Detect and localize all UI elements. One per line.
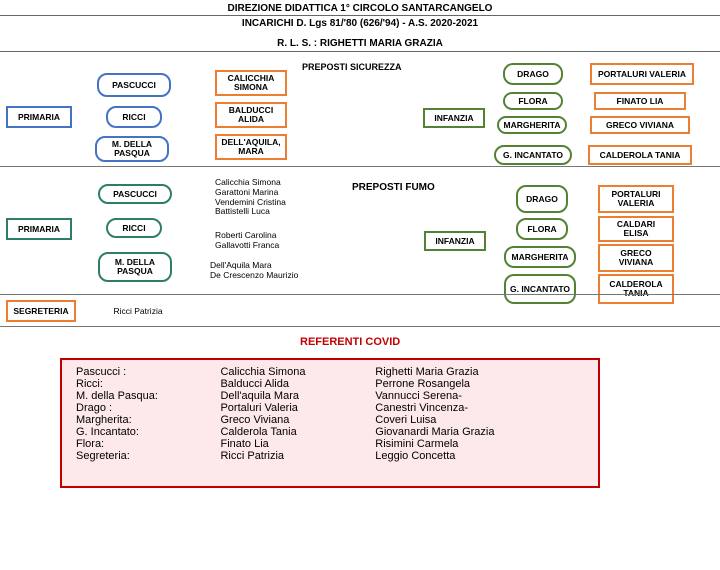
covid-cell: Vannucci Serena- bbox=[371, 390, 588, 402]
node-portaluri-1: PORTALURI VALERIA bbox=[590, 63, 694, 85]
rls-line: R. L. S. : RIGHETTI MARIA GRAZIA bbox=[0, 36, 720, 52]
covid-cell: Drago : bbox=[72, 402, 216, 414]
node-ricci-1: RICCI bbox=[106, 106, 162, 128]
node-mdp-2: M. DELLA PASQUA bbox=[98, 252, 172, 282]
node-flora-1: FLORA bbox=[503, 92, 563, 110]
node-dellaquila: DELL'AQUILA, MARA bbox=[215, 134, 287, 160]
covid-cell: Coveri Luisa bbox=[371, 414, 588, 426]
covid-cell: M. della Pasqua: bbox=[72, 390, 216, 402]
node-margherita-1: MARGHERITA bbox=[497, 116, 567, 134]
node-primaria-2: PRIMARIA bbox=[6, 218, 72, 240]
node-margherita-2: MARGHERITA bbox=[504, 246, 576, 268]
node-pascucci-2: PASCUCCI bbox=[98, 184, 172, 204]
covid-cell: Finato Lia bbox=[216, 438, 371, 450]
covid-cell: Flora: bbox=[72, 438, 216, 450]
covid-cell: Perrone Rosangela bbox=[371, 378, 588, 390]
covid-cell: Portaluri Valeria bbox=[216, 402, 371, 414]
section-fumo-label: PREPOSTI FUMO bbox=[350, 178, 437, 197]
node-infanzia-2: INFANZIA bbox=[424, 231, 486, 251]
covid-cell: Pascucci : bbox=[72, 366, 216, 378]
node-flora-2: FLORA bbox=[516, 218, 568, 240]
covid-cell: Leggio Concetta bbox=[371, 450, 588, 462]
node-calderola-2: CALDEROLA TANIA bbox=[598, 274, 674, 304]
node-ricci-2: RICCI bbox=[106, 218, 162, 238]
node-finato: FINATO LIA bbox=[594, 92, 686, 110]
covid-cell: Ricci: bbox=[72, 378, 216, 390]
covid-cell: Segreteria: bbox=[72, 450, 216, 462]
node-calicchia: CALICCHIA SIMONA bbox=[215, 70, 287, 96]
covid-cell: Giovanardi Maria Grazia bbox=[371, 426, 588, 438]
covid-cell: Calicchia Simona bbox=[216, 366, 371, 378]
fumo-list-2: Roberti Carolina Gallavotti Franca bbox=[215, 231, 325, 251]
fumo-list-3: Dell'Aquila Mara De Crescenzo Maurizio bbox=[210, 261, 330, 281]
node-caldari: CALDARI ELISA bbox=[598, 216, 674, 242]
node-segreteria: SEGRETERIA bbox=[6, 300, 76, 322]
node-greco-1: GRECO VIVIANA bbox=[590, 116, 690, 134]
covid-cell: Margherita: bbox=[72, 414, 216, 426]
node-balducci: BALDUCCI ALIDA bbox=[215, 102, 287, 128]
node-portaluri-2: PORTALURI VALERIA bbox=[598, 185, 674, 213]
node-pascucci-1: PASCUCCI bbox=[97, 73, 171, 97]
covid-cell: Canestri Vincenza- bbox=[371, 402, 588, 414]
doc-title-1: DIREZIONE DIDATTICA 1° CIRCOLO SANTARCAN… bbox=[0, 0, 720, 16]
fumo-list-1: Calicchia Simona Garattoni Marina Vendem… bbox=[215, 178, 325, 217]
covid-cell: Calderola Tania bbox=[216, 426, 371, 438]
covid-cell: Balducci Alida bbox=[216, 378, 371, 390]
node-gincantato-2: G. INCANTATO bbox=[504, 274, 576, 304]
node-drago-1: DRAGO bbox=[503, 63, 563, 85]
section-sicurezza-label: PREPOSTI SICUREZZA bbox=[300, 58, 404, 76]
covid-cell: Ricci Patrizia bbox=[216, 450, 371, 462]
node-primaria-1: PRIMARIA bbox=[6, 106, 72, 128]
doc-title-2: INCARICHI D. Lgs 81/'80 (626/'94) - A.S.… bbox=[0, 15, 720, 30]
covid-cell: Greco Viviana bbox=[216, 414, 371, 426]
node-drago-2: DRAGO bbox=[516, 185, 568, 213]
section-covid-label: REFERENTI COVID bbox=[300, 336, 400, 348]
node-infanzia-1: INFANZIA bbox=[423, 108, 485, 128]
node-greco-2: GRECO VIVIANA bbox=[598, 244, 674, 272]
covid-cell: G. Incantato: bbox=[72, 426, 216, 438]
covid-cell: Risimini Carmela bbox=[371, 438, 588, 450]
node-calderola-1: CALDEROLA TANIA bbox=[588, 145, 692, 165]
node-gincantato-1: G. INCANTATO bbox=[494, 145, 572, 165]
node-mdp-1: M. DELLA PASQUA bbox=[95, 136, 169, 162]
covid-table: Pascucci :Calicchia Simona Righetti Mari… bbox=[60, 358, 600, 488]
covid-cell: Righetti Maria Grazia bbox=[371, 366, 588, 378]
covid-cell: Dell'aquila Mara bbox=[216, 390, 371, 402]
segreteria-name: Ricci Patrizia bbox=[100, 302, 176, 320]
